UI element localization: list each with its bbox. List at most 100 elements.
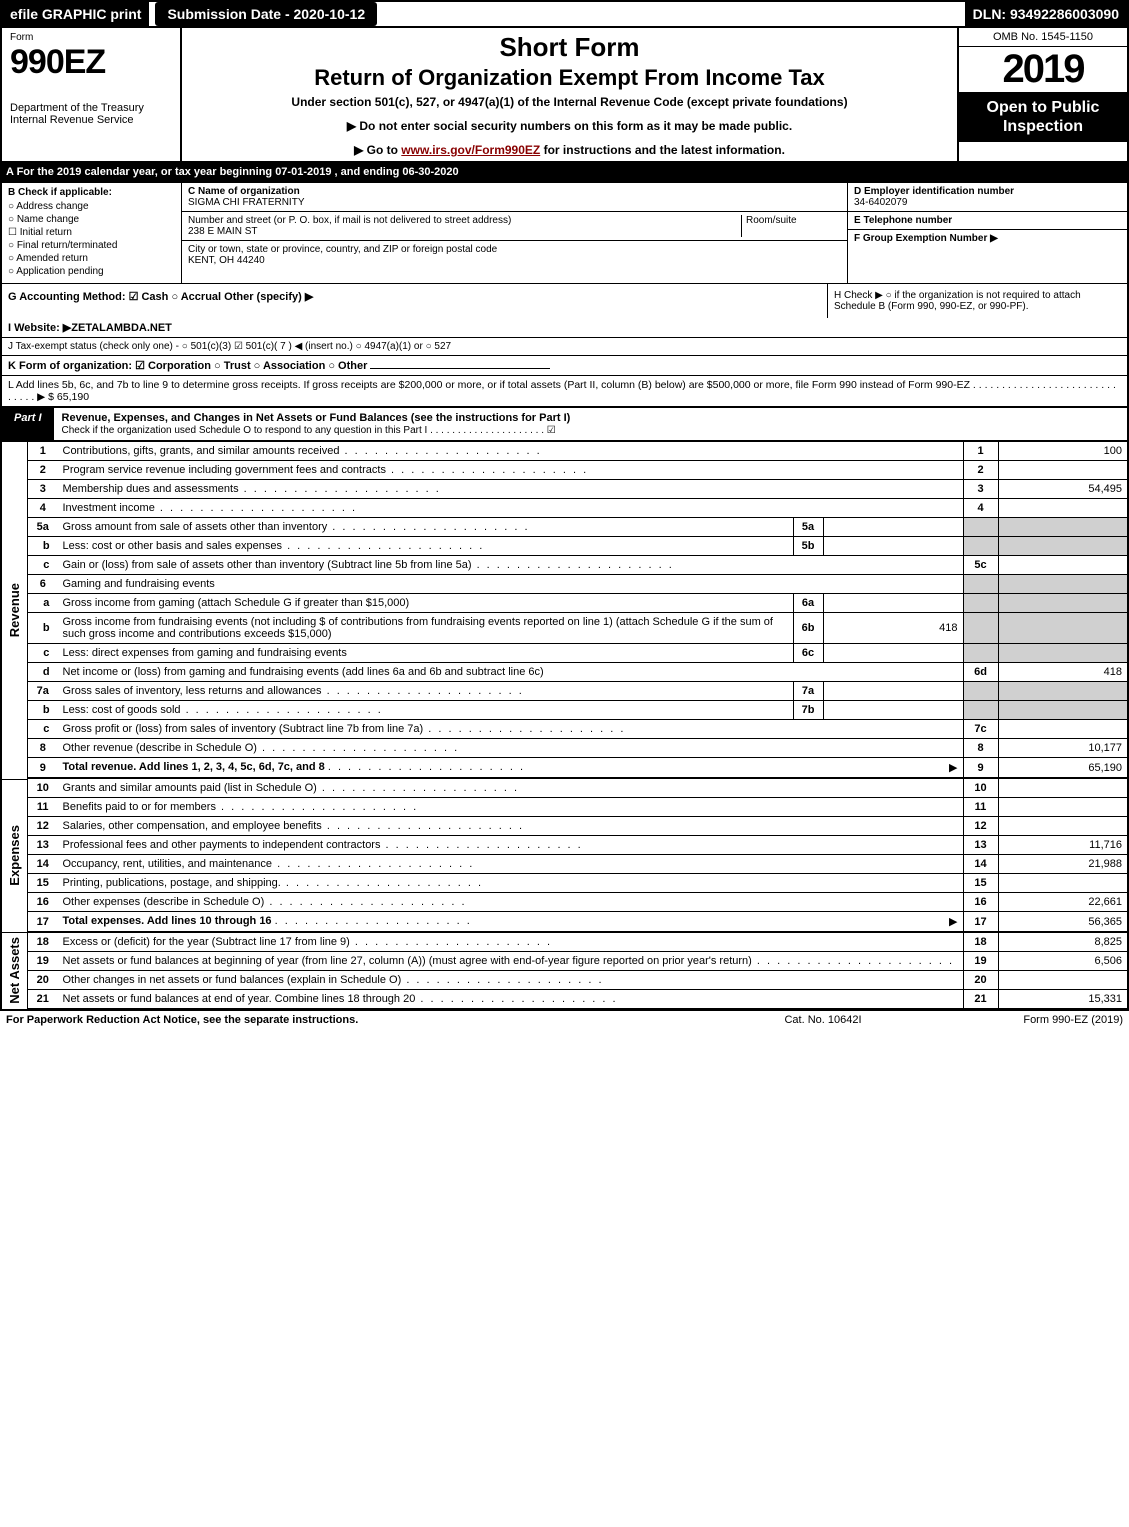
address: 238 E MAIN ST (188, 226, 257, 237)
l17-arrow: ▶ (949, 915, 957, 928)
line-6c: c Less: direct expenses from gaming and … (1, 644, 1128, 663)
efile-label[interactable]: efile GRAPHIC print (2, 2, 149, 26)
revenue-label: Revenue (7, 583, 22, 637)
l9-arrow: ▶ (949, 761, 957, 774)
open-to-public: Open to Public Inspection (959, 92, 1127, 142)
ein-value: 34-6402079 (854, 197, 907, 208)
line-g-text: G Accounting Method: ☑ Cash ○ Accrual Ot… (8, 291, 313, 303)
city: KENT, OH 44240 (188, 255, 265, 266)
line-15: 15 Printing, publications, postage, and … (1, 874, 1128, 893)
address-cell: Number and street (or P. O. box, if mail… (182, 212, 847, 241)
l17-desc: Total expenses. Add lines 10 through 16 (63, 915, 272, 927)
chk-amended-return[interactable]: Amended return (8, 253, 175, 264)
city-cell: City or town, state or province, country… (182, 241, 847, 269)
form-number: 990EZ (10, 43, 172, 82)
omb-number: OMB No. 1545-1150 (959, 28, 1127, 47)
footer-cat: Cat. No. 10642I (723, 1014, 923, 1026)
city-label: City or town, state or province, country… (188, 244, 497, 255)
ein-cell: D Employer identification number 34-6402… (848, 183, 1127, 212)
subtitle: Under section 501(c), 527, or 4947(a)(1)… (190, 95, 949, 109)
line-k-text: K Form of organization: ☑ Corporation ○ … (8, 360, 367, 372)
form-header: Form 990EZ Department of the Treasury In… (0, 28, 1129, 163)
line-k: K Form of organization: ☑ Corporation ○ … (0, 356, 1129, 376)
form-word: Form (10, 32, 172, 43)
line-l: L Add lines 5b, 6c, and 7b to line 9 to … (0, 376, 1129, 408)
header-center: Short Form Return of Organization Exempt… (182, 28, 957, 161)
line-5a: 5a Gross amount from sale of assets othe… (1, 518, 1128, 537)
top-bar: efile GRAPHIC print Submission Date - 20… (0, 0, 1129, 28)
dept-treasury: Department of the Treasury (10, 102, 172, 114)
line-1: Revenue 1 Contributions, gifts, grants, … (1, 442, 1128, 461)
info-grid: B Check if applicable: Address change Na… (0, 183, 1129, 283)
line-2: 2 Program service revenue including gove… (1, 461, 1128, 480)
dept-irs: Internal Revenue Service (10, 114, 172, 126)
line-21: 21 Net assets or fund balances at end of… (1, 990, 1128, 1010)
chk-address-change[interactable]: Address change (8, 201, 175, 212)
line-11: 11 Benefits paid to or for members 11 (1, 798, 1128, 817)
part1-header: Part I Revenue, Expenses, and Changes in… (0, 408, 1129, 442)
line-10: Expenses 10 Grants and similar amounts p… (1, 779, 1128, 798)
irs-link[interactable]: www.irs.gov/Form990EZ (401, 143, 540, 157)
chk-initial-return[interactable]: Initial return (8, 227, 175, 238)
chk-name-change[interactable]: Name change (8, 214, 175, 225)
line-14: 14 Occupancy, rent, utilities, and maint… (1, 855, 1128, 874)
netassets-label: Net Assets (7, 937, 22, 1004)
title-return: Return of Organization Exempt From Incom… (190, 65, 949, 91)
line-17: 17 Total expenses. Add lines 10 through … (1, 912, 1128, 933)
line-19: 19 Net assets or fund balances at beginn… (1, 952, 1128, 971)
submission-date: Submission Date - 2020-10-12 (155, 2, 377, 26)
line-g: G Accounting Method: ☑ Cash ○ Accrual Ot… (2, 284, 827, 318)
line-13: 13 Professional fees and other payments … (1, 836, 1128, 855)
chk-application-pending[interactable]: Application pending (8, 266, 175, 277)
instr-link: ▶ Go to www.irs.gov/Form990EZ for instru… (190, 143, 949, 157)
col-b: B Check if applicable: Address change Na… (2, 183, 182, 283)
l9-desc: Total revenue. Add lines 1, 2, 3, 4, 5c,… (63, 761, 325, 773)
line-18: Net Assets 18 Excess or (deficit) for th… (1, 932, 1128, 952)
col-d: D Employer identification number 34-6402… (847, 183, 1127, 283)
line-h: H Check ▶ ○ if the organization is not r… (827, 284, 1127, 318)
line-7a: 7a Gross sales of inventory, less return… (1, 682, 1128, 701)
spacer (377, 2, 965, 26)
line-6b: b Gross income from fundraising events (… (1, 613, 1128, 644)
part1-title: Revenue, Expenses, and Changes in Net As… (54, 408, 1127, 440)
line-20: 20 Other changes in net assets or fund b… (1, 971, 1128, 990)
org-name: SIGMA CHI FRATERNITY (188, 197, 305, 208)
line-i: I Website: ▶ZETALAMBDA.NET (0, 318, 1129, 338)
line-a-row: A For the 2019 calendar year, or tax yea… (0, 163, 1129, 183)
phone-label: E Telephone number (854, 215, 952, 226)
instr-post: for instructions and the latest informat… (544, 143, 785, 157)
footer-left: For Paperwork Reduction Act Notice, see … (6, 1014, 723, 1026)
chk-final-return[interactable]: Final return/terminated (8, 240, 175, 251)
line-9: 9 Total revenue. Add lines 1, 2, 3, 4, 5… (1, 758, 1128, 779)
footer: For Paperwork Reduction Act Notice, see … (0, 1010, 1129, 1029)
line-5b: b Less: cost or other basis and sales ex… (1, 537, 1128, 556)
part1-label: Part I (2, 408, 54, 440)
part1-title-text: Revenue, Expenses, and Changes in Net As… (62, 412, 571, 424)
line-k-blank (370, 368, 550, 369)
room-label: Room/suite (746, 215, 797, 226)
line-12: 12 Salaries, other compensation, and emp… (1, 817, 1128, 836)
line-5c: c Gain or (loss) from sale of assets oth… (1, 556, 1128, 575)
line-i-text: I Website: ▶ZETALAMBDA.NET (8, 322, 172, 334)
title-short-form: Short Form (190, 32, 949, 63)
address-label: Number and street (or P. O. box, if mail… (188, 215, 511, 226)
line-3: 3 Membership dues and assessments 3 54,4… (1, 480, 1128, 499)
phone-cell: E Telephone number (848, 212, 1127, 230)
dln-label: DLN: 93492286003090 (965, 2, 1127, 26)
line-16: 16 Other expenses (describe in Schedule … (1, 893, 1128, 912)
line-a: A For the 2019 calendar year, or tax yea… (0, 163, 1129, 183)
part1-check: Check if the organization used Schedule … (62, 425, 556, 436)
tax-year: 2019 (959, 47, 1127, 92)
group-exemption-cell: F Group Exemption Number ▶ (848, 230, 1127, 247)
expenses-label: Expenses (7, 825, 22, 886)
line-6: 6 Gaming and fundraising events (1, 575, 1128, 594)
ein-label: D Employer identification number (854, 186, 1014, 197)
line-4: 4 Investment income 4 (1, 499, 1128, 518)
line-8: 8 Other revenue (describe in Schedule O)… (1, 739, 1128, 758)
line-j: J Tax-exempt status (check only one) - ○… (0, 338, 1129, 356)
header-left: Form 990EZ Department of the Treasury In… (2, 28, 182, 161)
line-6a: a Gross income from gaming (attach Sched… (1, 594, 1128, 613)
header-right: OMB No. 1545-1150 2019 Open to Public In… (957, 28, 1127, 161)
org-name-label: C Name of organization (188, 186, 300, 197)
col-c: C Name of organization SIGMA CHI FRATERN… (182, 183, 847, 283)
